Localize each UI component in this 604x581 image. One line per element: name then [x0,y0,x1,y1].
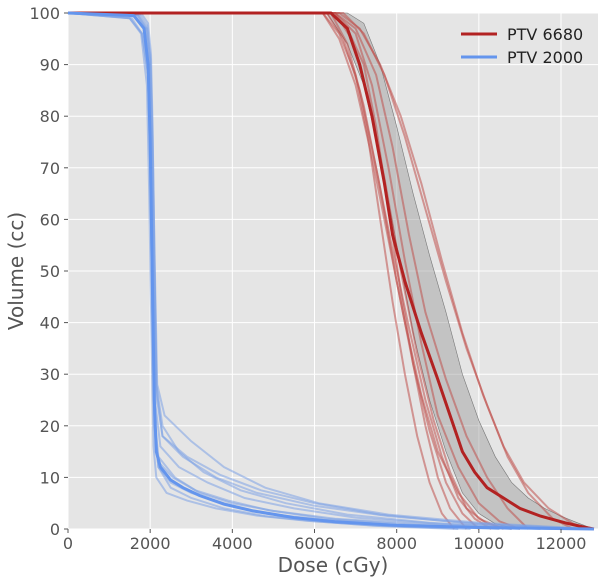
x-tick-label: 6000 [294,534,335,553]
y-tick-label: 30 [40,365,60,384]
blue-curve [67,12,541,530]
legend-label-ptv-2000: PTV 2000 [507,48,583,67]
mean-series-lines [67,11,595,531]
y-tick-label: 0 [50,520,60,539]
y-tick-label: 10 [40,468,60,487]
blue-curve [67,12,594,530]
red-curve [68,12,492,530]
red-curve [68,12,574,530]
y-tick-label: 20 [40,417,60,436]
series-line-ptv-2000 [67,11,594,531]
x-axis-ticks: 0 2000 4000 6000 8000 10000 12000 [63,529,587,553]
y-tick-label: 50 [40,262,60,281]
y-tick-label: 40 [40,314,60,333]
y-tick-label: 60 [40,210,60,229]
red-curve [68,12,504,530]
blue-curve [67,12,471,530]
red-curve [68,12,591,530]
x-tick-label: 2000 [130,534,171,553]
red-curve [68,12,529,530]
y-axis-label: Volume (cc) [4,212,28,330]
y-tick-label: 80 [40,107,60,126]
x-tick-label: 0 [63,534,73,553]
series-line-ptv-6680 [68,11,595,531]
y-tick-label: 100 [29,4,60,23]
y-tick-label: 70 [40,159,60,178]
legend: PTV 6680 PTV 2000 [461,25,583,67]
x-tick-label: 8000 [376,534,417,553]
x-tick-label: 10000 [453,534,504,553]
x-tick-label: 12000 [536,534,587,553]
red-curve [68,12,521,530]
red-curve [68,12,455,530]
legend-label-ptv-6680: PTV 6680 [507,25,583,44]
y-tick-label: 90 [40,56,60,75]
x-axis-label: Dose (cGy) [278,553,389,577]
x-tick-label: 4000 [212,534,253,553]
y-axis-ticks: 0 10 20 30 40 50 60 70 80 90 100 [29,4,68,539]
